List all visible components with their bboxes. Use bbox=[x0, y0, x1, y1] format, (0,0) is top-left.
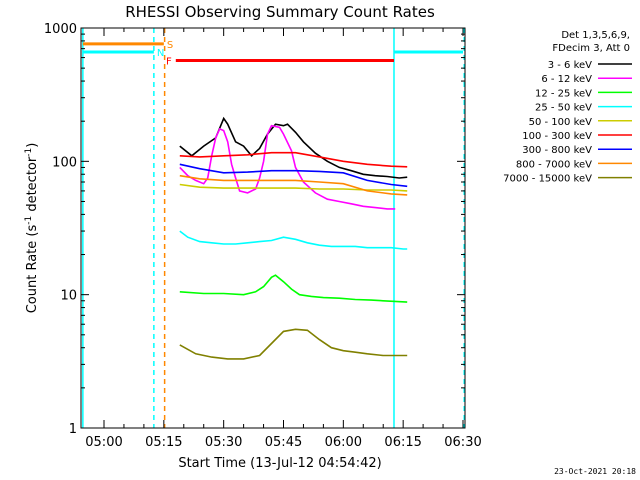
x-tick-label: 05:45 bbox=[265, 435, 302, 450]
legend-label: 12 - 25 keV bbox=[535, 88, 592, 99]
series-line bbox=[179, 328, 408, 360]
series-line bbox=[179, 274, 408, 303]
series-line bbox=[179, 116, 408, 179]
legend-label: 50 - 100 keV bbox=[529, 117, 593, 128]
x-tick-label: 06:30 bbox=[444, 435, 481, 450]
y-axis-label-sup2: -1 bbox=[24, 148, 34, 157]
x-axis-label: Start Time (13-Jul-12 04:54:42) bbox=[178, 456, 381, 471]
legend-label: 100 - 300 keV bbox=[522, 131, 592, 142]
x-tick-label: 06:15 bbox=[384, 435, 421, 450]
legend: Det 1,3,5,6,9, FDecim 3, Att 0 3 - 6 keV 6 … bbox=[503, 30, 632, 185]
x-tick-label: 06:00 bbox=[325, 435, 362, 450]
y-tick-label: 1 bbox=[69, 422, 77, 437]
legend-label: 6 - 12 keV bbox=[541, 74, 592, 85]
legend-label: 800 - 7000 keV bbox=[516, 159, 592, 170]
y-axis-label-end: ) bbox=[25, 143, 40, 148]
legend-label: 7000 - 15000 keV bbox=[503, 174, 592, 185]
y-axis-label-mid: detector bbox=[25, 156, 40, 216]
y-axis-label: Count Rate (s-1 detector-1) bbox=[24, 143, 40, 314]
y-axis-label-sup1: -1 bbox=[24, 216, 34, 225]
footer-date: 23-Oct-2021 20:18 bbox=[554, 467, 636, 476]
chart-title: RHESSI Observing Summary Count Rates bbox=[125, 3, 435, 21]
x-tick-label: 05:15 bbox=[145, 435, 182, 450]
series-line bbox=[179, 124, 396, 210]
flag-label: S bbox=[167, 40, 173, 51]
x-tick-label: 05:30 bbox=[205, 435, 242, 450]
series-line bbox=[179, 174, 408, 196]
y-tick-label: 10 bbox=[60, 289, 77, 304]
series-line bbox=[179, 183, 408, 192]
plot-frame bbox=[80, 27, 466, 429]
series-line bbox=[179, 230, 408, 250]
legend-label: 25 - 50 keV bbox=[535, 103, 592, 114]
legend-label: 3 - 6 keV bbox=[548, 60, 592, 71]
x-tick-label: 05:00 bbox=[85, 435, 122, 450]
legend-label: 300 - 800 keV bbox=[522, 145, 592, 156]
legend-header: FDecim 3, Att 0 bbox=[552, 43, 630, 54]
y-axis-label-main: Count Rate (s bbox=[25, 225, 40, 314]
flag-label: N bbox=[157, 48, 164, 59]
series-line bbox=[179, 163, 408, 188]
flag-label: F bbox=[166, 57, 172, 68]
y-tick-label: 1000 bbox=[44, 22, 77, 37]
series-line bbox=[179, 151, 408, 168]
y-tick-label: 100 bbox=[52, 155, 77, 170]
legend-header: Det 1,3,5,6,9, bbox=[561, 30, 630, 41]
